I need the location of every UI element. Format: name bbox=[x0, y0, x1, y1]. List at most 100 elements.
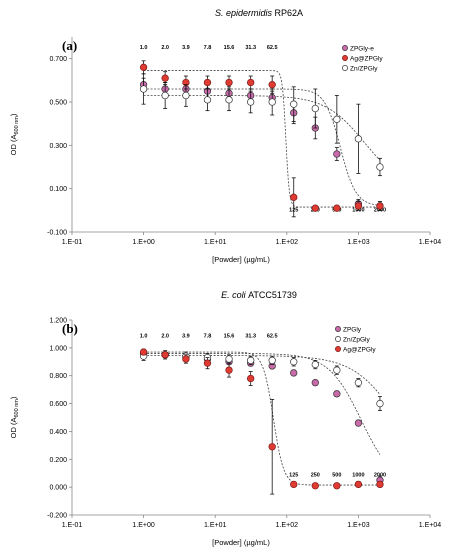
data-point bbox=[247, 356, 255, 365]
y-tick-label: 0.100 bbox=[49, 186, 67, 193]
data-point bbox=[376, 163, 384, 171]
y-tick-label: -0.200 bbox=[47, 513, 67, 520]
data-point bbox=[333, 482, 341, 490]
data-point bbox=[247, 374, 255, 383]
x-tick-label: 1.E-01 bbox=[62, 239, 83, 246]
chart-title-species: E. coli bbox=[221, 290, 247, 300]
legend-marker bbox=[342, 55, 348, 61]
x-axis-label: [Powder] (µg/mL) bbox=[212, 255, 270, 264]
concentration-label: 7.8 bbox=[204, 333, 212, 339]
series-zpgly bbox=[139, 349, 384, 485]
y-tick-label: 1.200 bbox=[49, 318, 67, 325]
data-point bbox=[311, 379, 319, 387]
data-point bbox=[290, 193, 298, 201]
series-ag-zpgly bbox=[139, 60, 384, 218]
legend-marker bbox=[335, 346, 341, 352]
x-tick-label: 1.E+02 bbox=[276, 239, 298, 246]
x-tick-label: 1.E+00 bbox=[132, 239, 154, 246]
fit-curve-zpgly bbox=[143, 353, 381, 455]
fit-curve-zpgly-e bbox=[143, 88, 380, 206]
y-tick-label: -0.100 bbox=[47, 230, 67, 237]
concentration-label: 125 bbox=[289, 473, 298, 479]
data-point bbox=[182, 91, 190, 100]
concentration-label: 7.8 bbox=[204, 45, 212, 51]
legend: ZPGly-e Ag@ZPGly Zn/ZPGly bbox=[342, 45, 383, 72]
data-point bbox=[290, 369, 298, 377]
y-axis-label: OD (A600 nm) bbox=[9, 396, 20, 438]
data-point bbox=[225, 96, 233, 104]
fit-curve-ag-zpgly bbox=[143, 70, 380, 208]
x-tick-label: 1.E+00 bbox=[132, 522, 154, 529]
data-point bbox=[311, 204, 319, 212]
data-point bbox=[247, 78, 255, 87]
y-tick-label: 0.400 bbox=[49, 429, 67, 436]
legend-label: Zn/ZPGly bbox=[350, 65, 378, 72]
x-tick-label: 1.E+03 bbox=[347, 522, 369, 529]
y-axis-label-end: ) bbox=[9, 113, 18, 116]
x-tick-label: 1.E+02 bbox=[276, 522, 298, 529]
data-point bbox=[225, 366, 233, 374]
concentration-label: 3.9 bbox=[182, 45, 190, 51]
data-point bbox=[354, 135, 363, 143]
y-axis-label-sub: 600 nm bbox=[14, 399, 20, 418]
y-tick-label: 0.300 bbox=[49, 143, 67, 150]
legend-marker bbox=[342, 45, 348, 51]
data-point bbox=[139, 348, 148, 356]
concentration-label: 2.0 bbox=[161, 45, 169, 51]
chart-title: E. coli ATCC51739 bbox=[221, 290, 297, 300]
concentration-label: 500 bbox=[332, 473, 341, 479]
fit-curve-zn-zpgly bbox=[143, 355, 381, 395]
data-point bbox=[182, 355, 190, 363]
legend: ZPGly Zn/ZpGly Ag@ZPGly bbox=[335, 326, 376, 353]
legend-marker bbox=[342, 65, 348, 71]
y-tick-label: 1.000 bbox=[49, 345, 67, 352]
concentration-label: 250 bbox=[311, 473, 320, 479]
series-zn-zpgly bbox=[139, 350, 384, 411]
y-axis-label: OD (A600 nm) bbox=[9, 113, 20, 155]
data-point bbox=[376, 480, 384, 489]
fit-curve-zn-zpgly bbox=[143, 95, 381, 161]
x-axis-label: [Powder] (µg/mL) bbox=[212, 538, 270, 547]
data-point bbox=[268, 98, 276, 106]
legend-label: Ag@ZPGly bbox=[343, 346, 376, 353]
data-point bbox=[139, 85, 148, 93]
data-point bbox=[225, 78, 233, 87]
concentration-label: 1.0 bbox=[140, 45, 148, 51]
series-zpgly-e bbox=[139, 77, 384, 211]
data-point bbox=[225, 355, 233, 363]
data-point bbox=[203, 96, 212, 104]
data-point bbox=[268, 81, 276, 89]
x-tick-label: 1.E+03 bbox=[347, 239, 369, 246]
concentration-label: 62.5 bbox=[267, 45, 278, 51]
data-point bbox=[311, 360, 319, 369]
x-tick-label: 1.E+04 bbox=[419, 239, 441, 246]
data-point bbox=[333, 204, 341, 212]
y-tick-label: 0.500 bbox=[49, 100, 67, 107]
legend-label: Ag@ZPGly bbox=[350, 55, 383, 62]
x-tick-label: 1.E-01 bbox=[62, 522, 83, 529]
data-point bbox=[139, 63, 148, 71]
data-point bbox=[268, 443, 276, 451]
concentration-label: 1000 bbox=[352, 473, 364, 479]
concentration-label: 31.3 bbox=[245, 45, 256, 51]
y-axis-label-end: ) bbox=[9, 396, 18, 399]
concentration-label: 3.9 bbox=[182, 333, 190, 339]
legend-label: ZPGly-e bbox=[350, 45, 374, 52]
data-point bbox=[333, 115, 341, 123]
data-point bbox=[203, 78, 212, 87]
data-point bbox=[376, 399, 384, 408]
x-tick-label: 1.E+01 bbox=[204, 522, 226, 529]
data-point bbox=[247, 98, 255, 106]
y-tick-label: 0.000 bbox=[49, 485, 67, 492]
legend-label: Zn/ZpGly bbox=[343, 336, 370, 343]
data-point bbox=[161, 74, 169, 82]
y-tick-label: 0.800 bbox=[49, 373, 67, 380]
panel-label: (a) bbox=[62, 38, 77, 53]
data-point bbox=[376, 202, 384, 210]
concentration-label: 15.6 bbox=[224, 333, 235, 339]
chart-panel-b: E. coli ATCC51739 -0.200 0.000 0.200 0.400 0.… bbox=[9, 290, 441, 547]
concentration-label: 62.5 bbox=[267, 333, 278, 339]
legend-marker bbox=[335, 326, 341, 332]
concentration-label: 2.0 bbox=[161, 333, 169, 339]
